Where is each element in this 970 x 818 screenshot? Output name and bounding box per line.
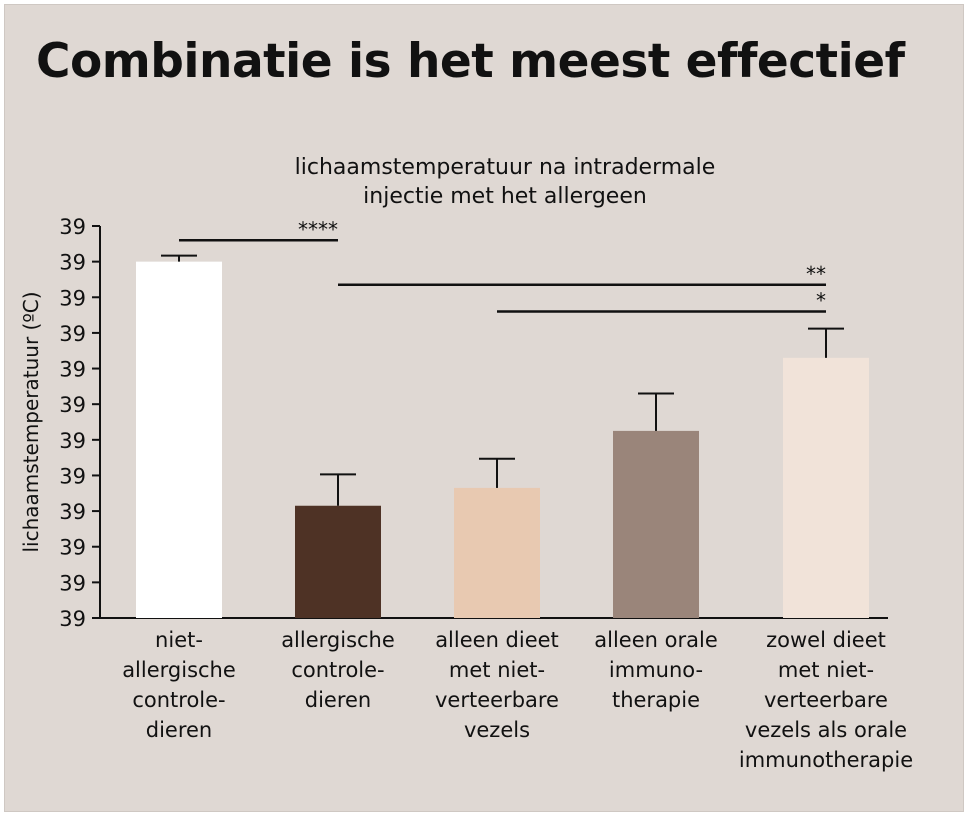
x-category-label: niet- <box>155 628 203 652</box>
x-category-label: alleen orale <box>594 628 717 652</box>
y-axis-label: lichaamstemperatuur (ºC) <box>19 291 43 552</box>
bar <box>136 261 222 618</box>
bar <box>454 487 540 618</box>
x-category-label: dieren <box>146 718 213 742</box>
page-title: Combinatie is het meest effectief <box>36 34 905 89</box>
x-category-label: allergische <box>122 658 236 682</box>
x-category-label: therapie <box>612 688 700 712</box>
bar <box>783 357 869 618</box>
y-tick-label: 39 <box>59 215 86 239</box>
y-tick-label: 39 <box>59 358 86 382</box>
significance-label: **** <box>298 217 338 241</box>
y-tick-label: 39 <box>59 286 86 310</box>
significance-label: ** <box>806 262 826 286</box>
x-category-label: controle- <box>291 658 384 682</box>
y-tick-label: 39 <box>59 464 86 488</box>
x-category-label: verteerbare <box>435 688 559 712</box>
x-category-label: dieren <box>305 688 372 712</box>
x-category-label: met niet- <box>449 658 545 682</box>
x-category-label: immunotherapie <box>739 748 913 772</box>
y-tick-label: 39 <box>59 607 86 631</box>
y-tick-label: 39 <box>59 500 86 524</box>
x-category-label: vezels <box>464 718 530 742</box>
x-category-label: zowel dieet <box>766 628 886 652</box>
y-tick-label: 39 <box>59 322 86 346</box>
y-tick-label: 39 <box>59 571 86 595</box>
significance-label: * <box>816 289 826 313</box>
chart-title-line: injectie met het allergeen <box>363 184 647 209</box>
x-category-label: verteerbare <box>764 688 888 712</box>
x-category-label: allergische <box>281 628 395 652</box>
y-tick-label: 39 <box>59 536 86 560</box>
x-category-label: controle- <box>132 688 225 712</box>
x-category-label: met niet- <box>778 658 874 682</box>
bar <box>613 430 699 618</box>
y-tick-label: 39 <box>59 251 86 275</box>
chart-title-line: lichaamstemperatuur na intradermale <box>295 155 716 180</box>
x-category-label: immuno- <box>609 658 703 682</box>
bar <box>295 505 381 618</box>
y-tick-label: 39 <box>59 393 86 417</box>
x-category-label: alleen dieet <box>435 628 559 652</box>
x-category-label: vezels als orale <box>745 718 907 742</box>
y-tick-label: 39 <box>59 429 86 453</box>
